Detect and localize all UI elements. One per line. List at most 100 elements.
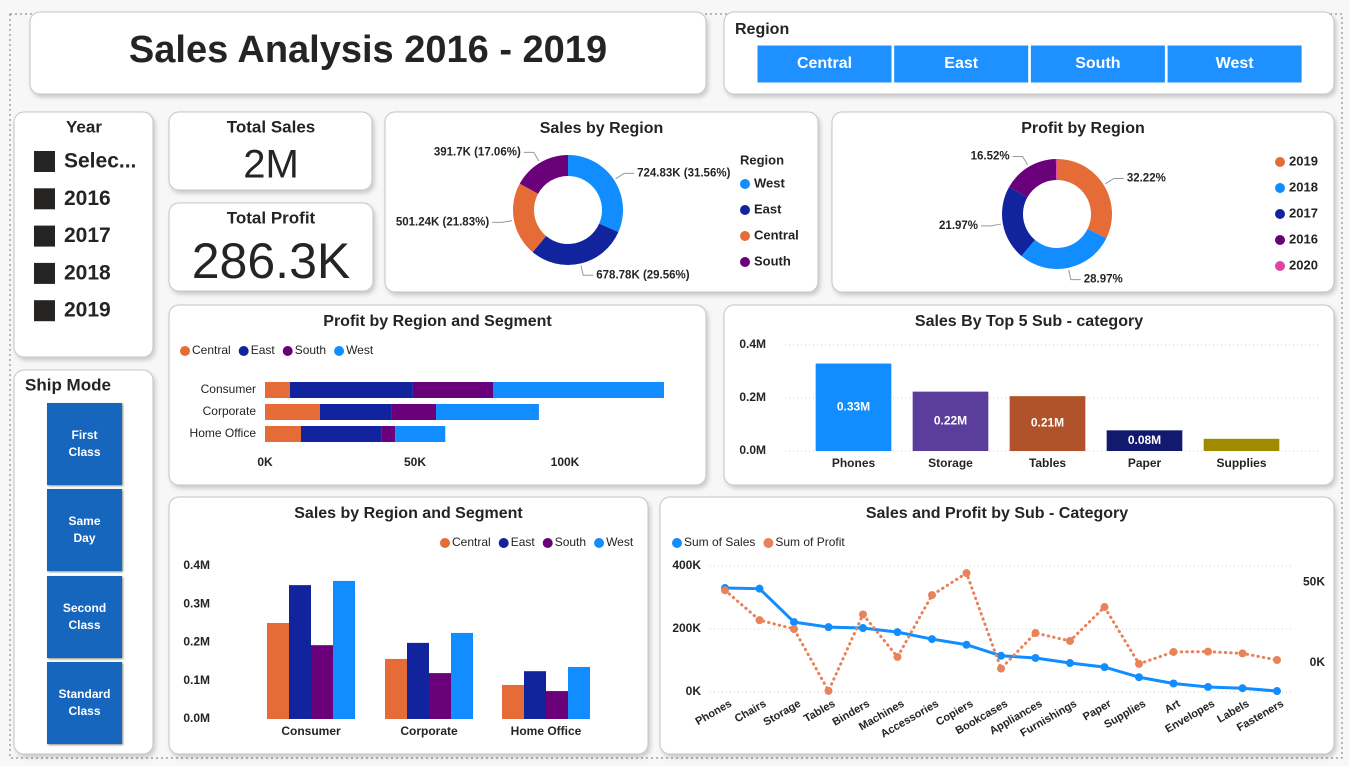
x-tick-label: Phones	[832, 456, 876, 470]
y-tick-label: 400K	[672, 558, 701, 572]
legend-marker	[440, 538, 450, 548]
legend-label: South	[754, 253, 791, 268]
bar	[502, 684, 524, 719]
data-label: 0.33M	[837, 399, 870, 413]
point	[1066, 636, 1074, 645]
legend-marker	[740, 179, 750, 189]
data-label: 678.78K (29.56%)	[596, 269, 690, 281]
x-tick-label: Corporate	[400, 724, 458, 738]
pie-slice	[1021, 228, 1107, 269]
year-checkbox[interactable]	[34, 225, 55, 247]
year-option[interactable]: Selec...	[64, 150, 136, 173]
ship-mode-button[interactable]: First Class	[47, 403, 122, 485]
point	[1031, 653, 1040, 662]
legend-marker	[594, 538, 605, 548]
bar	[912, 391, 989, 451]
data-label: 0.08M	[1128, 433, 1161, 447]
bar-segment	[412, 382, 493, 398]
year-checkbox[interactable]	[34, 300, 55, 322]
chart-title: Profit by Region and Segment	[323, 313, 552, 330]
legend-label: Central	[192, 343, 231, 357]
leader-line	[615, 172, 635, 180]
legend-marker	[740, 231, 750, 241]
point	[997, 664, 1005, 673]
point	[928, 635, 936, 644]
legend-marker	[542, 538, 553, 548]
point	[755, 616, 764, 625]
legend-label: Central	[452, 535, 491, 549]
legend-marker	[672, 538, 682, 548]
card-label: Total Profit	[227, 208, 316, 227]
point	[859, 610, 867, 619]
legend-marker	[1275, 157, 1285, 167]
chart-title: Sales by Region and Segment	[294, 505, 523, 522]
bar-segment	[265, 404, 320, 420]
legend-label: Sum of Profit	[775, 535, 845, 549]
bar	[333, 580, 355, 719]
point	[1100, 663, 1109, 672]
ship-mode-label[interactable]: First Class	[68, 428, 101, 459]
chart-title: Sales By Top 5 Sub - category	[915, 313, 1143, 330]
ship-mode-label[interactable]: Same Day	[68, 514, 101, 546]
year-checkbox[interactable]	[34, 151, 55, 172]
leader-line	[1068, 269, 1081, 281]
region-button[interactable]	[893, 44, 1030, 84]
legend-label: West	[606, 535, 634, 549]
legend-label: Sum of Sales	[684, 535, 755, 549]
leader-line	[492, 220, 513, 223]
legend-label: 2016	[1289, 231, 1318, 246]
point	[1135, 673, 1143, 682]
ship-mode-button[interactable]: Second Class	[47, 575, 122, 658]
bar	[267, 622, 289, 719]
legend-marker	[282, 346, 293, 356]
year-option[interactable]: 2018	[64, 261, 111, 284]
point	[790, 618, 798, 627]
bar-segment	[381, 426, 396, 442]
ship-mode-button[interactable]: Standard Class	[47, 661, 122, 744]
x-tick-label: Tables	[1029, 456, 1066, 470]
point	[1066, 659, 1074, 668]
y-tick-label: 0.2M	[739, 390, 766, 404]
region-button-label[interactable]: West	[1216, 55, 1255, 72]
bar-segment	[265, 426, 301, 442]
ship-mode-button[interactable]: Same Day	[47, 489, 122, 572]
point	[1238, 684, 1247, 693]
year-option[interactable]: 2019	[64, 299, 111, 322]
region-slicer-label: Region	[735, 21, 789, 38]
region-button-label[interactable]: Central	[797, 55, 852, 72]
region-button[interactable]	[1029, 44, 1166, 84]
ship-mode-label[interactable]: Standard Class	[58, 686, 111, 718]
point	[1135, 659, 1143, 668]
point	[1273, 656, 1281, 665]
year-option[interactable]: 2016	[64, 187, 111, 210]
year-checkbox[interactable]	[34, 262, 55, 284]
x-tick-label: Storage	[928, 456, 973, 470]
card-value: 286.3K	[192, 233, 350, 289]
point	[824, 686, 833, 695]
profit-card	[168, 202, 374, 292]
y-tick-label: Corporate	[203, 404, 257, 418]
legend-label: Central	[754, 227, 799, 242]
region-button[interactable]	[1166, 44, 1303, 84]
point	[790, 625, 798, 633]
region-button-label[interactable]: South	[1075, 55, 1120, 72]
legend-title: Region	[740, 152, 784, 167]
x-tick-label: 100K	[551, 455, 580, 469]
region-button-label[interactable]: East	[944, 55, 978, 72]
point	[1100, 603, 1109, 612]
year-checkbox[interactable]	[34, 188, 55, 210]
region-button[interactable]	[756, 44, 893, 84]
bar	[407, 642, 429, 719]
x-tick-label: 50K	[404, 455, 426, 469]
pie-slice	[1001, 187, 1036, 256]
legend-label: South	[295, 343, 326, 357]
legend-marker	[1275, 183, 1285, 193]
legend-marker	[498, 538, 509, 548]
year-option[interactable]: 2017	[64, 224, 111, 247]
ship-mode-label[interactable]: Second Class	[62, 600, 107, 632]
legend-label: East	[754, 201, 782, 216]
leader-line	[580, 265, 594, 276]
y-tick-label: 0.2M	[183, 635, 210, 649]
legend-marker	[1275, 209, 1285, 219]
title-panel	[29, 11, 707, 95]
